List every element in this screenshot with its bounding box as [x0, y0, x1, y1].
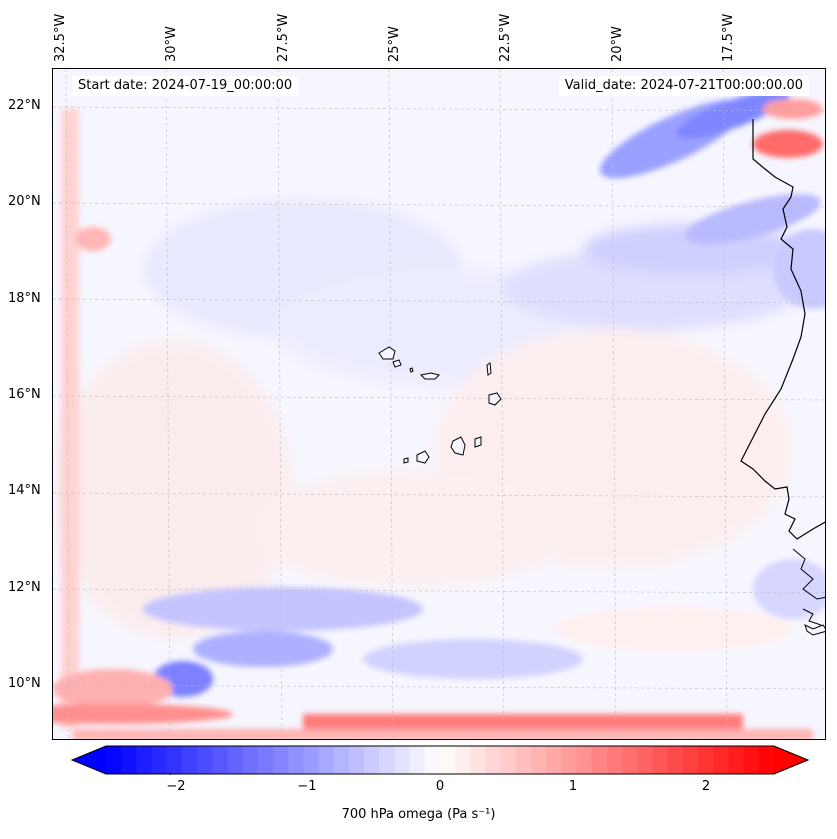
lon-tick-label: 32.5°W [53, 13, 68, 62]
colorbar-cell [455, 746, 471, 774]
colorbar-cell [470, 746, 487, 774]
colorbar-cell [515, 746, 532, 774]
colorbar-cell [197, 746, 213, 774]
colorbar-cell [409, 746, 426, 774]
colorbar-cell [333, 746, 350, 774]
valid-date-label: Valid_date: 2024-07-21T00:00:00.00 [558, 76, 809, 96]
colorbar-cell [667, 746, 684, 774]
africa-coastline [740, 119, 825, 540]
colorbar-cell [485, 746, 502, 774]
colorbar-cell [273, 746, 289, 774]
colorbar-cell [591, 746, 608, 774]
colorbar-cell [348, 746, 365, 774]
colorbar-cell [364, 746, 380, 774]
colorbar-cell [379, 746, 396, 774]
start-date-label: Start date: 2024-07-19_00:00:00 [72, 76, 299, 96]
colorbar-cell [758, 746, 775, 774]
colorbar-tick-label: 0 [435, 779, 445, 794]
colorbar-cell [106, 746, 122, 774]
colorbar-cell [637, 746, 654, 774]
colorbar-tick-label: 2 [701, 779, 711, 794]
lon-tick-label: 25°W [387, 26, 402, 62]
colorbar-cell [212, 746, 229, 774]
colorbar-cell [166, 746, 183, 774]
colorbar-cell [318, 746, 335, 774]
colorbar-tick-label: −1 [297, 779, 317, 794]
colorbar-tick-label: −2 [166, 779, 186, 794]
colorbar-cell [607, 746, 623, 774]
colorbar-max-extend [774, 746, 808, 774]
lat-tick-label: 18°N [8, 291, 41, 306]
colorbar-cell [713, 746, 730, 774]
lat-tick-label: 16°N [8, 387, 41, 402]
colorbar-cell [121, 746, 137, 774]
lon-tick-label: 20°W [610, 26, 625, 62]
colorbar-cell [531, 746, 547, 774]
colorbar [70, 745, 810, 775]
colorbar-cell [682, 746, 699, 774]
colorbar-min-extend [72, 746, 106, 774]
colorbar-cell [227, 746, 244, 774]
lon-tick-label: 22.5°W [498, 13, 513, 62]
lon-tick-label: 17.5°W [721, 13, 736, 62]
lon-tick-label: 30°W [164, 26, 179, 62]
colorbar-cell [394, 746, 411, 774]
colorbar-cell [288, 746, 304, 774]
colorbar-cell [257, 746, 274, 774]
colorbar-tick-label: 1 [568, 779, 578, 794]
colorbar-cell [500, 746, 517, 774]
colorbar-cell [181, 746, 198, 774]
colorbar-cell [622, 746, 638, 774]
map-panel [52, 68, 826, 740]
colorbar-cell [424, 746, 441, 774]
lat-tick-label: 14°N [8, 483, 41, 498]
lat-tick-label: 22°N [8, 98, 41, 113]
colorbar-cell [576, 746, 593, 774]
colorbar-cell [151, 746, 168, 774]
lat-tick-label: 10°N [8, 676, 41, 691]
colorbar-cell [698, 746, 714, 774]
colorbar-cell [303, 746, 320, 774]
colorbar-cell [728, 746, 745, 774]
colorbar-cell [136, 746, 153, 774]
colorbar-cell [440, 746, 456, 774]
lon-tick-label: 27.5°W [276, 13, 291, 62]
colorbar-cell [743, 746, 760, 774]
colorbar-cell [561, 746, 578, 774]
colorbar-cell [546, 746, 563, 774]
lat-tick-label: 20°N [8, 194, 41, 209]
colorbar-label: 700 hPa omega (Pa s⁻¹) [341, 807, 496, 822]
colorbar-cell [242, 746, 259, 774]
lat-tick-label: 12°N [8, 580, 41, 595]
colorbar-cell [652, 746, 669, 774]
omega-field-map [53, 69, 825, 739]
